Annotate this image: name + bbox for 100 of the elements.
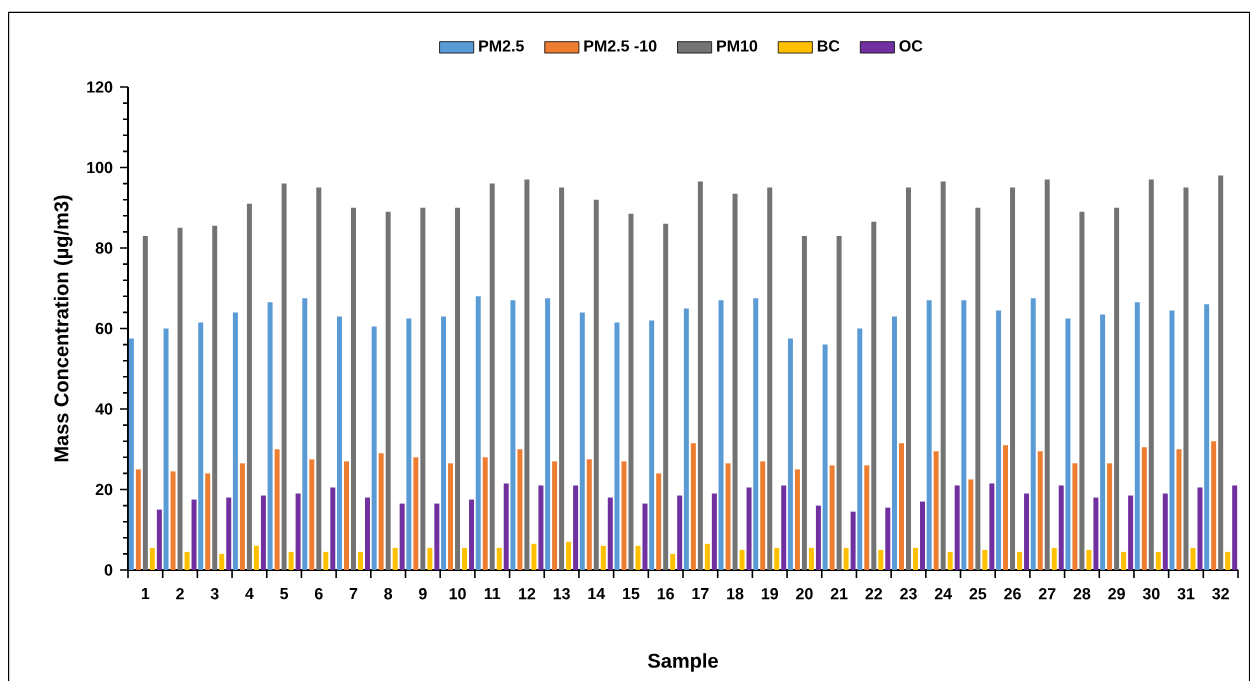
bar [1121,551,1127,570]
bar [905,187,911,570]
x-tick-label: 8 [384,588,393,600]
bar [1030,298,1036,570]
bar [891,316,897,570]
bar [836,235,842,570]
x-tick-label: 21 [830,588,848,600]
bar [573,485,579,570]
legend-label: OC [899,40,923,52]
bar [982,549,988,570]
bar [357,551,363,570]
bar [330,487,336,570]
bar [420,207,426,570]
legend-label: BC [817,40,840,52]
bar [1017,551,1023,570]
bar [732,193,738,570]
bar [1058,485,1064,570]
bar [940,181,946,570]
bar [614,322,620,570]
x-tick-label: 17 [692,588,709,600]
bar [926,300,932,570]
bar [767,187,773,570]
bar [912,547,918,570]
bar [1065,318,1071,570]
bar [205,473,211,570]
bar [954,485,960,570]
x-tick-label: 13 [553,588,570,600]
bar [739,549,745,570]
bar [621,461,627,570]
bar [815,505,821,570]
bar [295,493,301,570]
bar [1148,179,1154,570]
bar [898,443,904,570]
bar [704,543,710,570]
legend-label: PM10 [717,40,758,52]
bar [1093,497,1099,570]
bar [475,296,481,570]
bar [149,547,155,570]
x-tick-label: 27 [1038,588,1056,600]
bar [1141,447,1147,570]
x-tick-label: 26 [1004,588,1021,600]
bar [226,497,232,570]
x-tick-label: 10 [449,588,466,600]
bar [392,547,398,570]
y-tick-label: 80 [95,242,113,254]
bar [586,459,592,570]
bar [184,551,190,570]
bar [878,549,884,570]
bar [961,300,967,570]
bar [545,298,551,570]
bar [364,497,370,570]
x-tick-label: 30 [1142,588,1160,600]
bar [1218,175,1224,570]
bar [503,483,509,570]
y-tick-label: 0 [104,564,113,576]
bar [1204,304,1210,570]
bar [933,451,939,570]
y-tick-label: 100 [87,161,113,174]
bar [378,453,384,570]
bar [850,511,856,570]
bar [690,443,696,570]
bar [808,547,814,570]
bar [552,461,558,570]
x-tick-label: 28 [1073,588,1091,600]
bar [406,318,412,570]
bar [336,316,342,570]
bar [628,213,634,570]
bar [600,545,606,570]
bar [885,507,891,570]
bar [760,461,766,570]
bar [524,179,530,570]
bar [427,547,433,570]
bar [462,547,468,570]
bar [996,310,1002,570]
x-tick-label: 5 [280,588,289,600]
bar [843,547,849,570]
bar [829,465,835,570]
bar [1232,485,1238,570]
bar [1072,463,1078,570]
bar [677,495,683,570]
bar [1086,549,1092,570]
x-tick-label: 32 [1212,588,1229,600]
bar [781,485,787,570]
legend-label: PM2.5 -10 [584,40,657,52]
bar [635,545,641,570]
bar [559,187,565,570]
bar [232,312,238,570]
bar [1190,547,1196,570]
bar [128,338,134,570]
legend-label: PM2.5 [479,40,524,52]
bar [135,469,141,570]
bar [448,463,454,570]
x-tick-label: 14 [588,588,606,600]
bar [371,326,377,570]
bar [156,509,162,570]
bar [579,312,585,570]
bar [1044,179,1050,570]
bar [1003,445,1009,570]
bar [1010,187,1016,570]
bar [1211,441,1217,570]
